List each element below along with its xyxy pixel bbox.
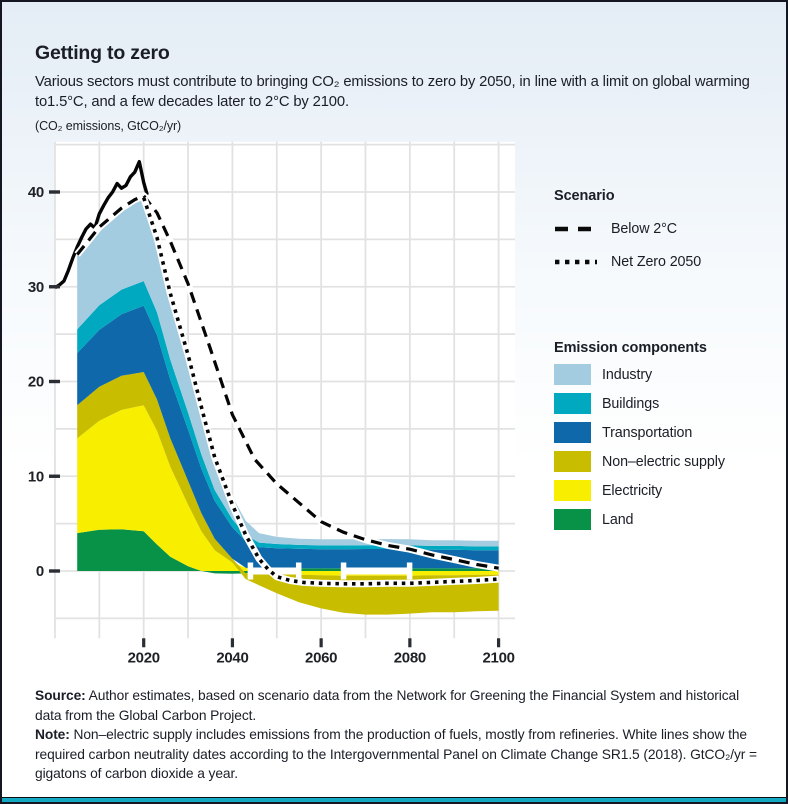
x-tick-label: 2040 [216, 649, 248, 666]
legend-components-title: Emission components [554, 340, 707, 356]
legend-components: Emission components Industry Buildings Tra… [554, 340, 779, 530]
legend-scenario: Scenario Below 2°C Net Zero 2050 [554, 188, 769, 270]
component-label: Transportation [602, 424, 693, 441]
footer-note-text: Non–electric supply includes emissions f… [35, 727, 757, 782]
y-tick-label: 20 [28, 374, 44, 391]
industry-swatch [554, 364, 591, 385]
chart-title: Getting to zero [35, 42, 170, 64]
line-historical [54, 160, 149, 290]
footer-source: Source: Author estimates, based on scena… [35, 686, 761, 725]
neutrality-bar [343, 567, 410, 575]
area-electricity [77, 405, 499, 576]
land-swatch [554, 509, 591, 530]
axes: 2020 2040 2060 2080 2100 0 10 20 30 40 [28, 184, 515, 666]
y-tick-label: 40 [28, 184, 44, 201]
component-label: Industry [602, 366, 653, 383]
y-tick-label: 30 [28, 279, 44, 296]
scenario-label: Below 2°C [611, 221, 678, 237]
neutrality-bar-cap [295, 562, 302, 580]
chart-subtitle: Various sectors must contribute to bring… [35, 74, 750, 111]
y-tick [48, 379, 60, 384]
area-industry [77, 198, 499, 547]
area-buildings [77, 281, 499, 551]
chart-area: 2020 2040 2060 2080 2100 0 10 20 30 40 [28, 138, 544, 684]
y-tick [48, 474, 60, 478]
bottom-accent-bar [2, 797, 786, 802]
transportation-swatch [554, 422, 591, 443]
component-label: Electricity [602, 482, 663, 499]
legend-item-industry: Industry [554, 364, 779, 385]
electricity-swatch [554, 480, 591, 501]
x-tick-label: 2020 [128, 649, 160, 666]
x-tick [230, 638, 235, 648]
area-land [77, 529, 499, 574]
dotted-line-icon [555, 259, 597, 265]
footer: Source: Author estimates, based on scena… [35, 686, 761, 784]
footer-note: Note: Non–electric supply includes emiss… [35, 725, 761, 784]
y-tick [48, 569, 60, 573]
component-label: Land [602, 511, 634, 528]
neutrality-bar-cap [340, 562, 347, 580]
area-non-electric-supply [77, 372, 499, 615]
scenario-item-net-zero-2050: Net Zero 2050 [554, 254, 769, 270]
area-transportation [77, 305, 499, 571]
scenario-item-below-2-c: Below 2°C [554, 221, 769, 237]
neutrality-bar-cap [247, 562, 254, 580]
y-tick [48, 190, 60, 194]
y-tick-label: 10 [28, 468, 44, 485]
legend-item-land: Land [554, 509, 779, 530]
non-electric-supply-swatch [554, 451, 591, 472]
x-tick [142, 638, 146, 648]
y-tick-label: 0 [36, 563, 44, 580]
stacked-areas [77, 198, 499, 615]
x-tick [408, 638, 412, 648]
x-tick [496, 638, 501, 648]
line-net-zero-2050 [141, 197, 499, 586]
dashed-line-icon [555, 226, 597, 232]
x-tick-label: 2100 [482, 649, 514, 666]
y-tick [48, 285, 60, 289]
footer-source-text: Author estimates, based on scenario data… [35, 688, 740, 723]
legend-item-electricity: Electricity [554, 480, 779, 501]
component-label: Non–electric supply [602, 453, 725, 470]
buildings-swatch [554, 393, 591, 414]
header: Getting to zero Various sectors must con… [35, 42, 763, 133]
footer-source-label: Source: [35, 688, 86, 703]
x-tick-label: 2080 [394, 649, 426, 666]
legend-item-transportation: Transportation [554, 422, 779, 443]
legend-scenario-title: Scenario [554, 188, 615, 204]
x-tick-label: 2060 [305, 649, 337, 666]
legend-item-non-electric-supply: Non–electric supply [554, 451, 779, 472]
chart-units: (CO₂ emissions, GtCO₂/yr) [35, 118, 182, 133]
legend-item-buildings: Buildings [554, 393, 779, 414]
component-label: Buildings [602, 395, 660, 412]
line-casing-below-2-c [74, 192, 500, 572]
emissions-stacked-area-chart: 2020 2040 2060 2080 2100 0 10 20 30 40 [28, 141, 515, 666]
neutrality-bar-cap [406, 562, 413, 580]
x-tick [319, 638, 323, 648]
footer-note-label: Note: [35, 727, 70, 743]
scenario-label: Net Zero 2050 [611, 254, 702, 270]
